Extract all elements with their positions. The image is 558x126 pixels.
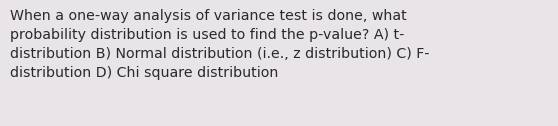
Text: When a one-way analysis of variance test is done, what
probability distribution : When a one-way analysis of variance test… bbox=[10, 9, 430, 80]
